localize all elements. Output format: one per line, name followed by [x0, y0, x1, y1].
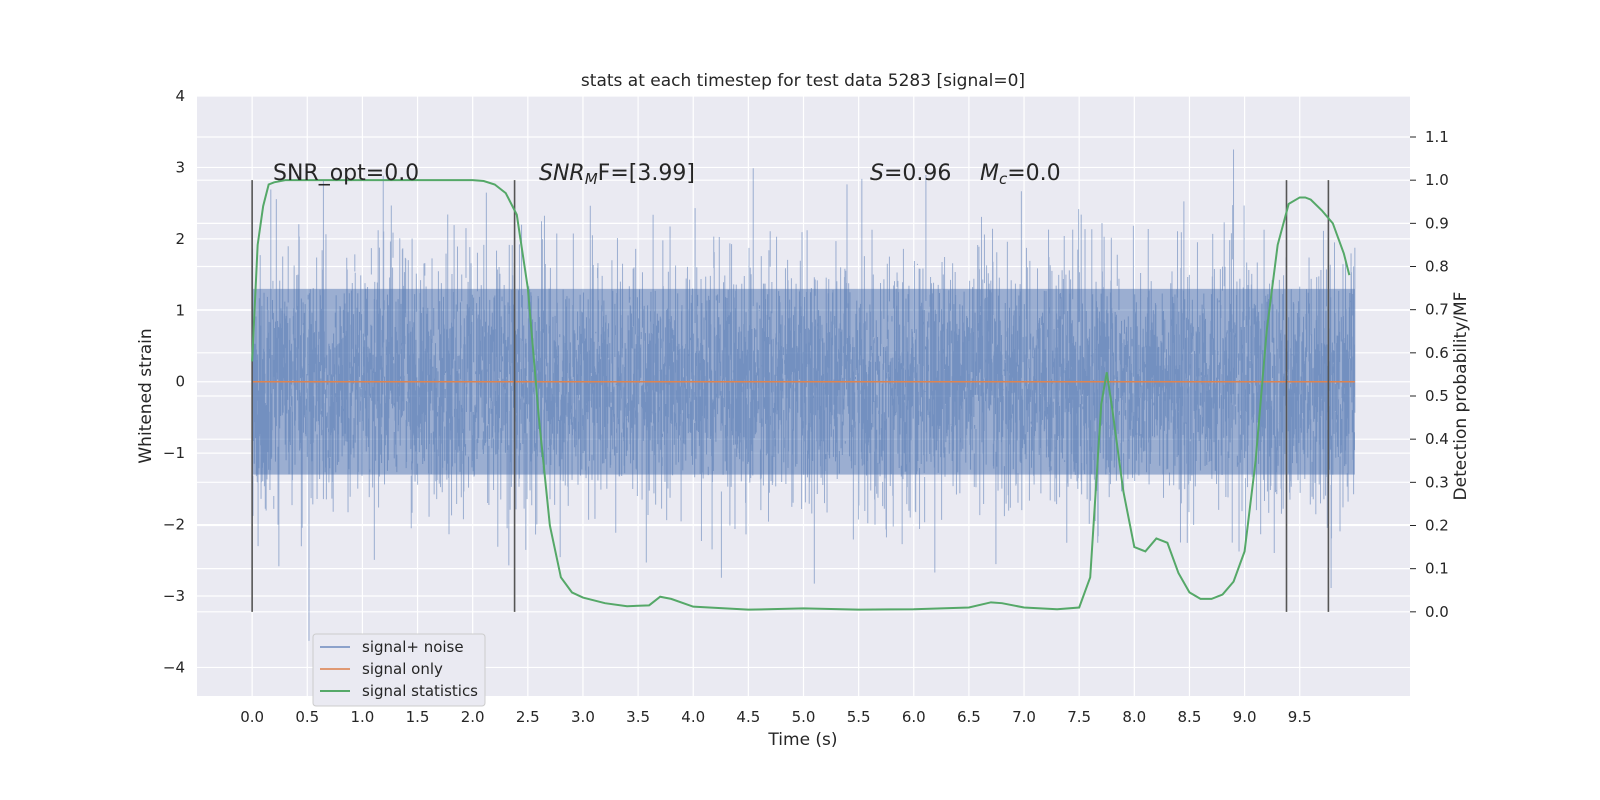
- x-tick-label: 6.5: [957, 708, 981, 726]
- y-tick-label: 2: [175, 230, 185, 248]
- y2-tick-label: 0.0: [1425, 603, 1449, 621]
- y-tick-label: 0: [175, 373, 185, 391]
- y2-tick-label: 0.3: [1425, 473, 1449, 491]
- y2-axis-label: Detection probability/MF: [1451, 292, 1471, 501]
- y2-tick-labels: 0.0 0.1 0.2 0.3 0.4 0.5 0.6 0.7 0.8 0.9 1.0 1.1: [1410, 128, 1449, 621]
- x-tick-label: 9.5: [1288, 708, 1312, 726]
- annotation-snr-opt: SNR_opt=0.0: [273, 161, 419, 186]
- legend-label-signal-statistics: signal statistics: [362, 682, 478, 700]
- y-tick-labels: −4 −3 −2 −1 0 1 2 3 4: [163, 87, 185, 676]
- y2-tick-label: 1.1: [1425, 128, 1449, 146]
- x-tick-label: 8.0: [1122, 708, 1146, 726]
- x-tick-label: 0.0: [240, 708, 264, 726]
- x-tick-label: 7.0: [1012, 708, 1036, 726]
- x-axis-label: Time (s): [767, 730, 837, 750]
- x-tick-label: 6.0: [902, 708, 926, 726]
- marker-lines: [251, 180, 1330, 612]
- y2-tick-label: 0.4: [1425, 430, 1449, 448]
- signal-statistics-line: [251, 179, 1351, 611]
- x-tick-label: 1.5: [406, 708, 430, 726]
- y2-tick-label: 0.9: [1425, 214, 1449, 232]
- y-axis-label: Whitened strain: [136, 328, 156, 463]
- y2-tick-label: 1.0: [1425, 171, 1449, 189]
- y2-tick-label: 0.2: [1425, 516, 1449, 534]
- y-tick-label: −3: [163, 587, 185, 605]
- chart-title: stats at each timestep for test data 528…: [581, 71, 1025, 91]
- annotation-snr-mf: SNRMF=[3.99]: [539, 161, 695, 188]
- y2-tick-label: 0.8: [1425, 258, 1449, 276]
- legend-box: [312, 633, 486, 707]
- x-tick-label: 0.5: [295, 708, 319, 726]
- x-tick-label: 4.0: [681, 708, 705, 726]
- x-tick-label: 2.5: [516, 708, 540, 726]
- x-tick-label: 4.5: [736, 708, 760, 726]
- series-signal-statistics: [251, 179, 1351, 611]
- y-tick-label: −1: [163, 444, 185, 462]
- y-tick-label: −2: [163, 516, 185, 534]
- y-tick-label: 1: [175, 301, 185, 319]
- x-tick-label: 7.5: [1067, 708, 1091, 726]
- y-tick-label: −4: [163, 658, 185, 676]
- x-tick-label: 1.0: [350, 708, 374, 726]
- y2-tick-label: 0.1: [1425, 560, 1449, 578]
- y2-tick-label: 0.5: [1425, 387, 1449, 405]
- y2-tick-label: 0.7: [1425, 301, 1449, 319]
- x-tick-label: 9.0: [1233, 708, 1257, 726]
- legend-label-signal-noise: signal+ noise: [362, 638, 464, 656]
- legend: signal+ noise signal only signal statist…: [312, 633, 486, 707]
- x-tick-label: 3.0: [571, 708, 595, 726]
- x-tick-label: 5.0: [792, 708, 816, 726]
- x-tick-label: 2.0: [461, 708, 485, 726]
- annotation-mc: Mc=0.0: [980, 161, 1061, 188]
- y-tick-label: 3: [175, 158, 185, 176]
- x-tick-labels: 0.0 0.5 1.0 1.5 2.0 2.5 3.0 3.5 4.0 4.5 5.0 5.5 6.0 6…: [240, 708, 1311, 726]
- y-tick-label: 4: [175, 87, 185, 105]
- legend-label-signal-only: signal only: [362, 660, 443, 678]
- x-tick-label: 8.5: [1178, 708, 1202, 726]
- x-tick-label: 5.5: [847, 708, 871, 726]
- x-tick-label: 3.5: [626, 708, 650, 726]
- y2-tick-label: 0.6: [1425, 344, 1449, 362]
- annotation-s: S=0.96: [870, 161, 951, 186]
